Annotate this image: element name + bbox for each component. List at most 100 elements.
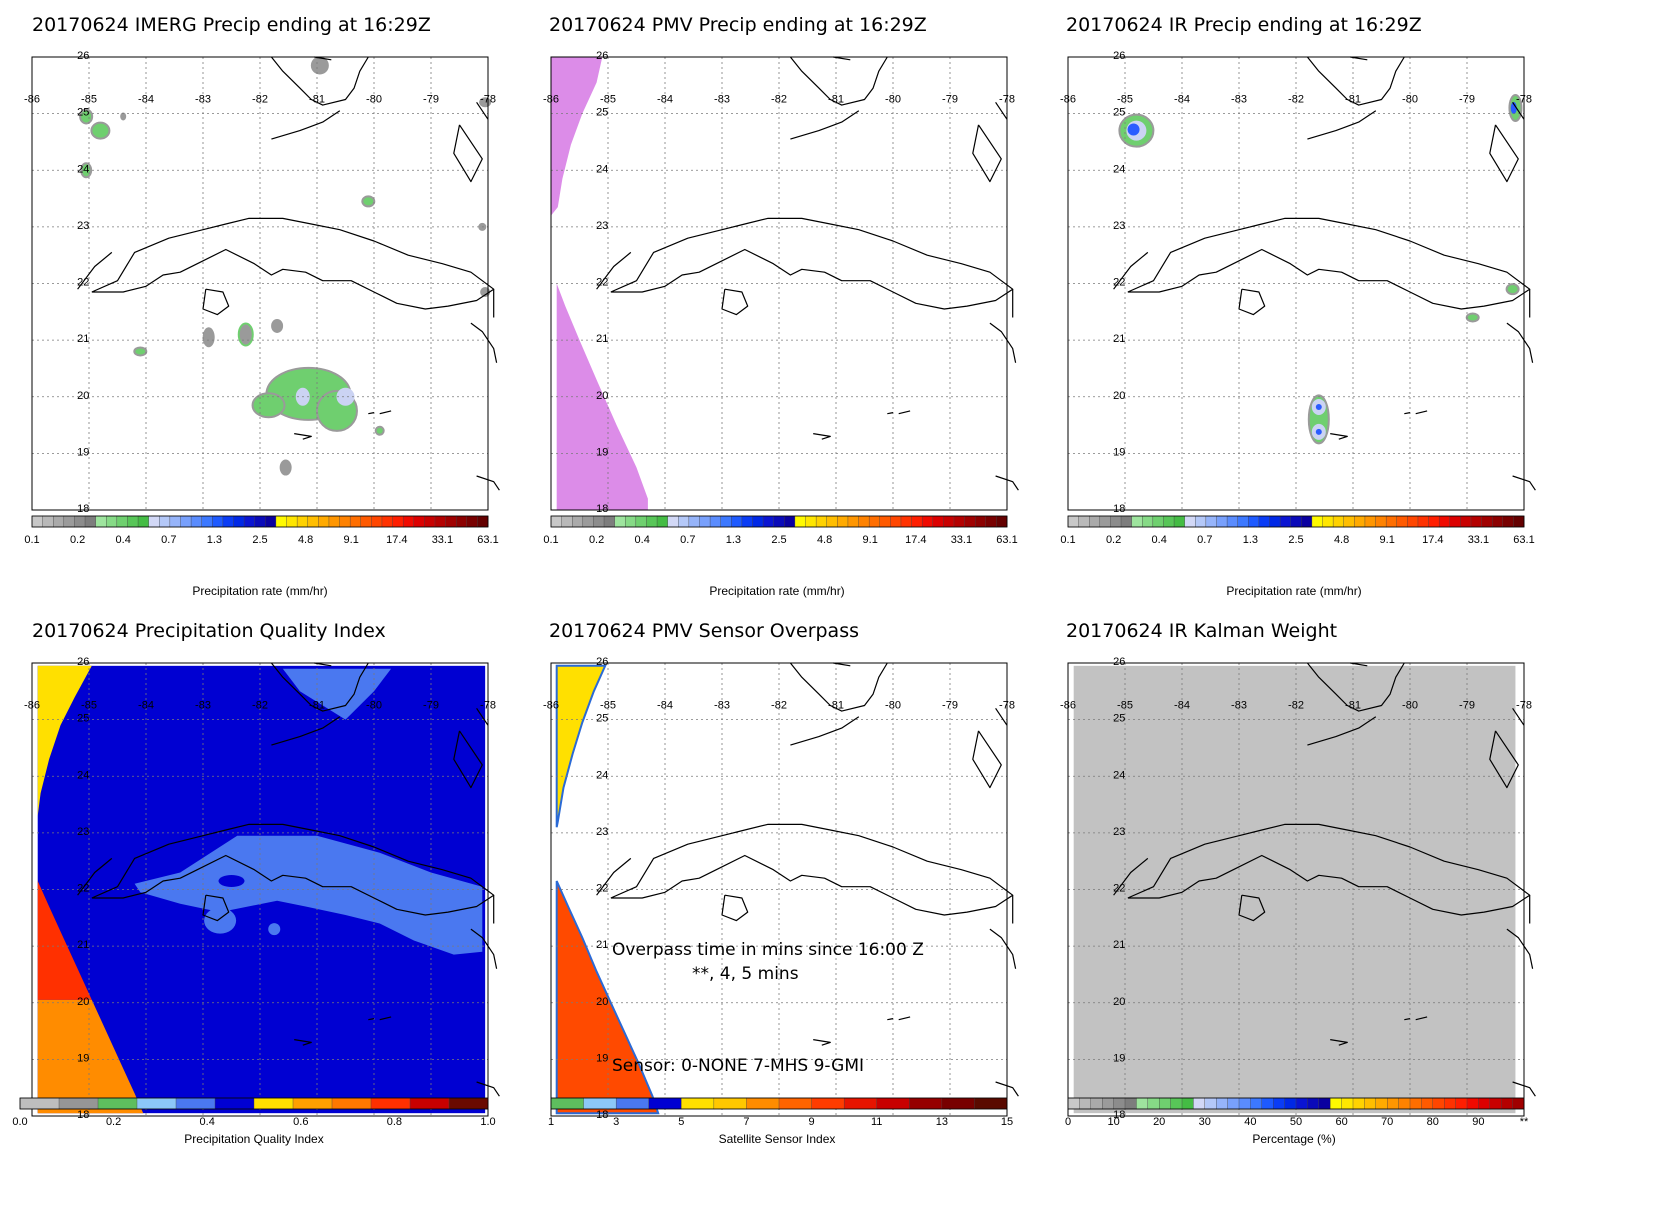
- lon-tick-label: -84: [657, 699, 673, 711]
- bahamas-coastline: [453, 730, 483, 789]
- lat-tick-label: 21: [77, 333, 89, 345]
- coastlines: [1113, 662, 1536, 1097]
- colorbar-swatch: [1491, 515, 1504, 528]
- colorbar-swatch: [1455, 1097, 1468, 1110]
- lat-tick-label: 20: [77, 390, 89, 402]
- colorbar-tick-label: 1.0: [480, 1116, 495, 1128]
- colorbar-swatch: [572, 515, 584, 528]
- colorbar-swatch: [678, 515, 690, 528]
- colorbar-swatch: [1120, 515, 1133, 528]
- lat-tick-label: 26: [77, 50, 89, 62]
- colorbar-swatch: [1428, 515, 1440, 528]
- colorbar-swatch: [1385, 515, 1398, 528]
- map-pqi: -86 -85 -84 -83 -82 -81 -80 -79 -782625242322212…: [12, 656, 500, 1128]
- colorbar-swatch: [455, 515, 468, 528]
- colorbar-swatch: [1181, 1097, 1194, 1110]
- colorbar-swatch: [1460, 515, 1472, 528]
- lon-tick-label: -82: [771, 699, 787, 711]
- colorbar-tick-label: 30: [1199, 1116, 1211, 1128]
- colorbar-frame: [550, 515, 1008, 528]
- colorbar-tick-label: 0.0: [12, 1116, 27, 1128]
- colorbar-swatch: [746, 1097, 780, 1110]
- colorbar-swatch: [811, 1097, 845, 1110]
- colorbar-swatch: [331, 1097, 372, 1110]
- coastlines: [77, 662, 500, 1097]
- colorbar-tick-label: 17.4: [905, 534, 926, 546]
- colorbar-swatch: [1295, 1097, 1308, 1110]
- colorbar-swatch: [1110, 515, 1122, 528]
- lat-tick-label: 19: [77, 1052, 89, 1064]
- precip-cell: [374, 425, 385, 436]
- bahamas-coastline: [995, 101, 1008, 120]
- colorbar-swatch: [370, 1097, 411, 1110]
- bahamas-coastline: [1512, 707, 1525, 726]
- colorbar-swatch: [646, 515, 658, 528]
- coastline: [77, 857, 113, 896]
- colorbar-swatch: [1417, 515, 1430, 528]
- lon-tick-label: -82: [771, 93, 787, 105]
- coastline: [1113, 251, 1149, 290]
- lon-tick-label: -81: [309, 93, 325, 105]
- colorbar-swatch: [1078, 515, 1090, 528]
- colorbar: 0 10 20 30 40 50 60 70 80 90 **: [1065, 1097, 1529, 1128]
- lon-tick-label: -85: [81, 93, 97, 105]
- cayman-coastline: [294, 433, 312, 440]
- isla-juventud-coastline: [202, 894, 230, 922]
- lat-tick-label: 18: [77, 503, 89, 515]
- isla-juventud-coastline: [721, 288, 749, 316]
- colorbar-swatch: [1136, 1097, 1149, 1110]
- colorbar-swatch: [847, 515, 860, 528]
- colorbar-tick-label: 20: [1153, 1116, 1165, 1128]
- colorbar-swatch: [1513, 515, 1525, 528]
- colorbar-tick-label: 0.1: [24, 534, 39, 546]
- florida-keys: [790, 110, 860, 140]
- lon-tick-label: -85: [600, 93, 616, 105]
- colorbar-tick-label: 70: [1381, 1116, 1393, 1128]
- overpass-yellow-area: [555, 664, 607, 828]
- pqi-mid-area: [282, 668, 392, 720]
- colorbar-tick-label: 9.1: [1380, 534, 1395, 546]
- colorbar-tick-label: 33.1: [432, 534, 453, 546]
- panel-overpass: 20170624 PMV Sensor Overpass -86 -85 -84 -8…: [539, 620, 1049, 1210]
- panel-ir: 20170624 IR Precip ending at 16:29Z -86-…: [1056, 14, 1566, 604]
- cayman-coastline: [379, 1016, 392, 1021]
- colorbar-tick-label: 0.6: [293, 1116, 308, 1128]
- bahamas-coastline: [1489, 730, 1519, 789]
- lat-tick-label: 23: [596, 826, 608, 838]
- cayman-coastline: [1415, 1016, 1428, 1021]
- colorbar-swatch: [879, 515, 891, 528]
- colorbar-swatch: [741, 515, 753, 528]
- precip-storm: [251, 392, 286, 419]
- colorbar-swatch: [275, 515, 288, 528]
- overpass-time-text: Overpass time in mins since 16:00 Z: [612, 940, 924, 960]
- colorbar-tick-label: 60: [1335, 1116, 1347, 1128]
- colorbar-swatch: [974, 515, 987, 528]
- precip-cell: [202, 327, 215, 348]
- colorbar-tick-label: 9: [809, 1116, 815, 1128]
- cayman-coastline: [1415, 410, 1428, 415]
- lat-tick-label: 18: [1113, 1109, 1125, 1121]
- colorbar-swatch: [1258, 515, 1270, 528]
- pqi-orange-area: [37, 999, 144, 1114]
- lon-tick-label: -85: [81, 699, 97, 711]
- colorbar-swatch: [434, 515, 447, 528]
- florida-coastline: [270, 662, 369, 712]
- colorbar-swatch: [254, 515, 266, 528]
- colorbar-swatch: [985, 515, 997, 528]
- lat-tick-label: 26: [1113, 50, 1125, 62]
- colorbar-swatch: [1318, 1097, 1331, 1110]
- lon-tick-label: -81: [309, 699, 325, 711]
- lon-tick-label: -83: [1231, 93, 1247, 105]
- colorbar-frame: [1067, 1097, 1525, 1110]
- colorbar-swatch: [1089, 515, 1101, 528]
- colorbar-tick-label: 0.4: [1152, 534, 1167, 546]
- colorbar-tick-label: 17.4: [386, 534, 407, 546]
- lat-tick-label: 19: [596, 446, 608, 458]
- colorbar-swatch: [292, 1097, 333, 1110]
- coastline: [989, 322, 1017, 363]
- colorbar-swatch: [190, 515, 203, 528]
- colorbar-swatch: [148, 515, 160, 528]
- isla-juventud-coastline: [1238, 288, 1266, 316]
- cayman-coastline: [813, 433, 831, 440]
- colorbar-swatch: [1152, 515, 1164, 528]
